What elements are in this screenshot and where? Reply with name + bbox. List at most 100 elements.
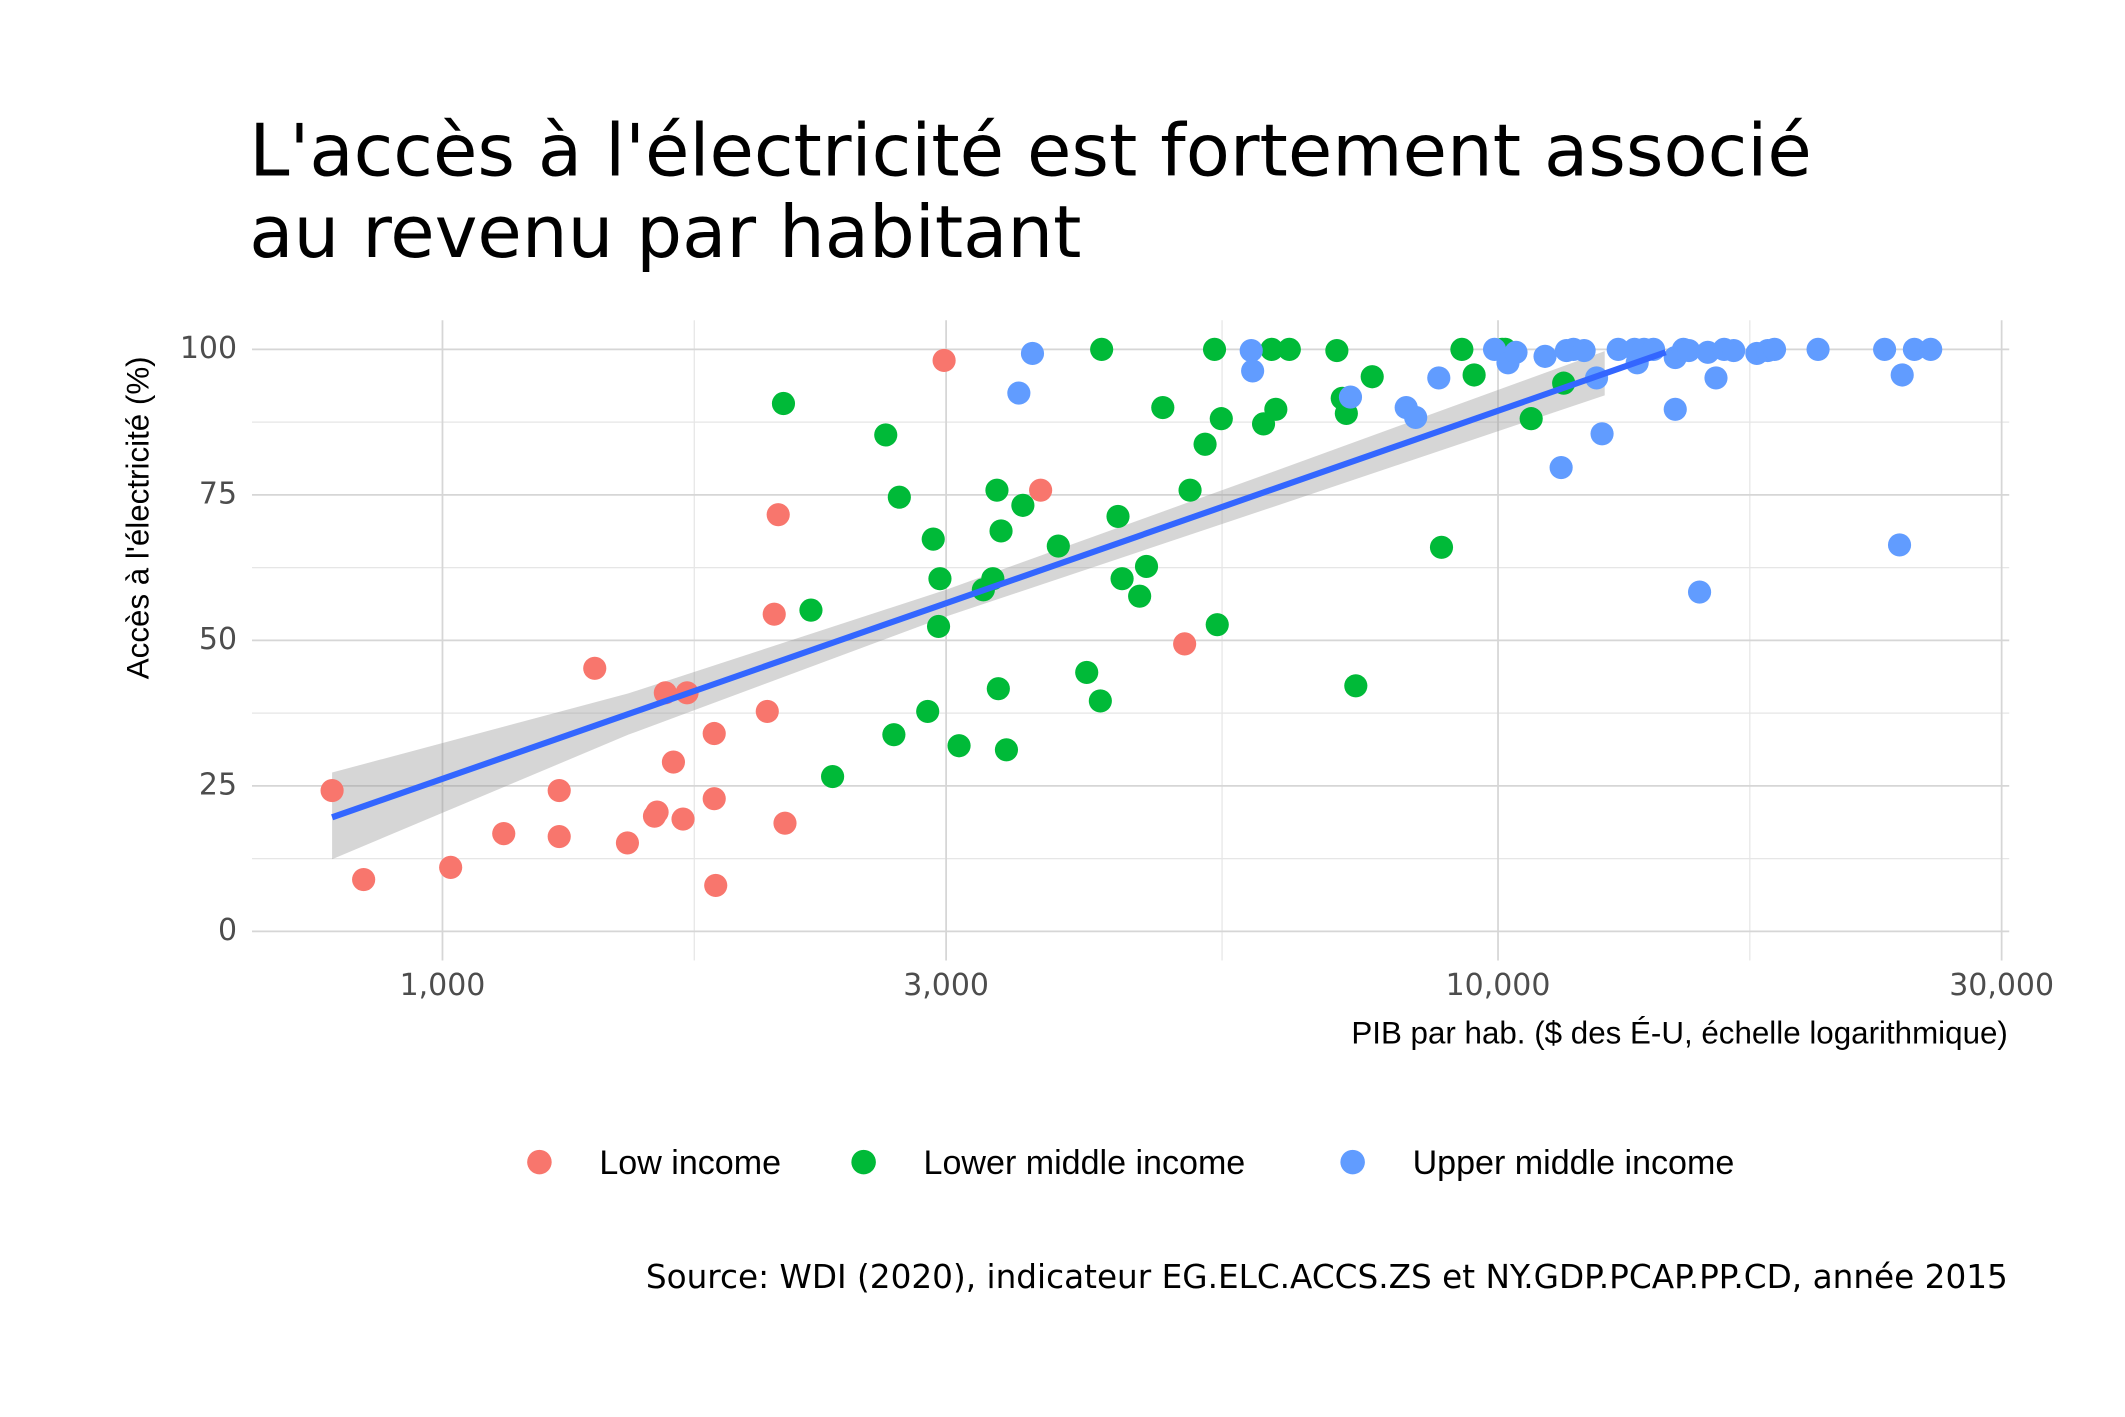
point <box>1762 337 1787 361</box>
point <box>1722 338 1746 363</box>
point <box>1134 554 1159 579</box>
point <box>492 822 516 846</box>
point <box>1533 344 1557 368</box>
point <box>1011 493 1035 517</box>
point <box>1704 366 1728 390</box>
point <box>1209 407 1233 431</box>
point <box>762 602 786 626</box>
chart-title: L'accès à l'électricité est fortement as… <box>249 109 1812 193</box>
point <box>645 800 669 824</box>
point <box>771 391 796 416</box>
point <box>1450 337 1474 361</box>
point <box>766 503 790 527</box>
point <box>547 778 571 803</box>
legend-marker <box>1340 1149 1365 1175</box>
x-tick-label: 3,000 <box>903 968 989 1003</box>
y-tick-label: 75 <box>199 476 237 511</box>
y-tick-label: 25 <box>199 767 237 802</box>
point <box>1202 337 1227 361</box>
legend-marker <box>851 1149 876 1175</box>
legend: Low income Lower middle income Upper middl… <box>527 1144 1734 1182</box>
point <box>1239 338 1263 363</box>
point <box>989 519 1013 543</box>
point <box>882 723 906 747</box>
point <box>661 750 686 774</box>
x-tick-label: 10,000 <box>1446 968 1551 1003</box>
point <box>1106 504 1130 528</box>
point <box>1151 396 1175 420</box>
point <box>1264 397 1288 421</box>
point <box>704 873 728 898</box>
point <box>755 699 779 723</box>
point <box>1110 567 1134 591</box>
chart-title: au revenu par habitant <box>249 191 1081 275</box>
point <box>821 765 845 789</box>
point <box>1427 366 1451 390</box>
point <box>1890 363 1914 387</box>
point <box>1325 338 1349 363</box>
point <box>1128 584 1152 608</box>
point <box>1677 338 1701 363</box>
point <box>1046 534 1070 558</box>
point <box>1277 337 1301 361</box>
point <box>1806 337 1830 361</box>
point <box>320 778 344 803</box>
point <box>1075 660 1099 684</box>
points-layer <box>320 337 1943 898</box>
point <box>1241 359 1265 383</box>
point <box>1090 337 1114 361</box>
point <box>1663 397 1687 421</box>
point <box>1687 580 1712 604</box>
x-tick-label: 30,000 <box>1949 968 2054 1003</box>
point <box>874 423 898 447</box>
point <box>1549 455 1573 480</box>
point <box>928 567 952 591</box>
point <box>1360 365 1384 389</box>
point <box>773 811 797 835</box>
point <box>1344 674 1368 698</box>
y-tick-label: 0 <box>218 913 237 948</box>
point <box>671 807 695 831</box>
y-axis-title: Accès à l'électricité (%) <box>121 356 156 679</box>
point <box>1429 535 1454 559</box>
band-layer <box>332 351 1605 860</box>
point <box>583 656 607 680</box>
point <box>1178 478 1202 502</box>
point <box>1873 337 1897 361</box>
y-tick-label: 50 <box>199 622 237 657</box>
point <box>547 824 571 849</box>
y-tick-label: 100 <box>180 331 237 366</box>
x-tick-label: 1,000 <box>400 968 486 1003</box>
legend-marker <box>527 1149 552 1175</box>
point <box>1572 338 1596 363</box>
point <box>1606 337 1630 361</box>
point <box>1193 432 1217 456</box>
legend-label: Low income <box>599 1144 781 1182</box>
legend-label: Upper middle income <box>1413 1144 1735 1182</box>
point <box>615 831 640 855</box>
point <box>1919 337 1943 361</box>
source-note: Source: WDI (2020), indicateur EG.ELC.AC… <box>646 1258 2008 1296</box>
legend-label: Lower middle income <box>924 1144 1246 1182</box>
point <box>994 738 1019 762</box>
grid: 0 25 50 75 100 1,000 3,000 10,000 30,000 <box>180 320 2054 1003</box>
point <box>1007 381 1031 405</box>
point <box>1519 407 1543 431</box>
point <box>1260 337 1284 361</box>
point <box>1504 340 1528 364</box>
point <box>439 855 463 879</box>
point <box>916 699 940 723</box>
point <box>1338 385 1363 409</box>
point <box>1205 613 1229 637</box>
x-axis-title: PIB par hab. ($ des É-U, échelle logarit… <box>1351 1016 2007 1051</box>
point <box>702 787 726 811</box>
trend-line <box>331 349 1667 821</box>
point <box>1029 478 1053 502</box>
point <box>985 478 1009 502</box>
point <box>947 734 971 758</box>
point <box>986 677 1010 701</box>
point <box>926 614 951 639</box>
point <box>932 348 956 373</box>
